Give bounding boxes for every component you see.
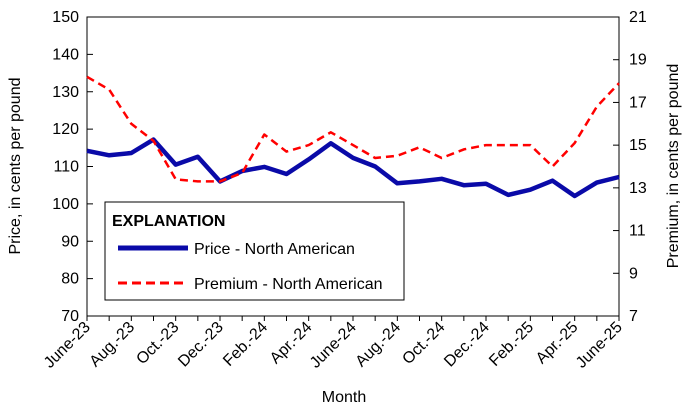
right-tick-label: 19 bbox=[629, 52, 647, 69]
x-tick-label: Aug.-24 bbox=[353, 319, 405, 371]
x-tick-label: June-24 bbox=[307, 319, 360, 372]
left-axis: 70 80 90 100 110 120 130 140 150 bbox=[52, 9, 93, 325]
right-tick-label: 9 bbox=[629, 265, 638, 282]
x-tick-label: Dec.-24 bbox=[441, 319, 493, 371]
right-axis: 7 9 11 13 15 17 19 21 bbox=[613, 9, 647, 325]
legend: EXPLANATION Price - North American Premi… bbox=[104, 201, 405, 301]
right-tick-label: 15 bbox=[629, 137, 647, 154]
right-tick-label: 17 bbox=[629, 94, 647, 111]
x-tick-label: Feb.-25 bbox=[486, 319, 537, 370]
series-line-premium bbox=[86, 75, 620, 183]
x-axis-title: Month bbox=[322, 389, 366, 406]
legend-label-price: Price - North American bbox=[194, 241, 355, 258]
right-tick-label: 13 bbox=[629, 180, 647, 197]
left-tick-label: 130 bbox=[52, 84, 79, 101]
y-axis-title-left: Price, in cents per pound bbox=[7, 78, 24, 255]
left-tick-label: 80 bbox=[61, 271, 79, 288]
left-tick-label: 70 bbox=[61, 308, 79, 325]
left-tick-label: 150 bbox=[52, 9, 79, 26]
x-tick-label: Aug.-23 bbox=[87, 319, 139, 371]
x-tick-label: Dec.-23 bbox=[175, 319, 227, 371]
x-tick-label: Feb.-24 bbox=[220, 319, 271, 370]
right-tick-label: 21 bbox=[629, 9, 647, 26]
y-axis-title-right: Premium, in cents per pound bbox=[665, 64, 682, 269]
x-tick-label: Oct.-23 bbox=[133, 319, 182, 368]
legend-label-premium: Premium - North American bbox=[194, 276, 383, 293]
left-tick-label: 110 bbox=[53, 159, 79, 176]
left-tick-label: 140 bbox=[52, 46, 79, 63]
right-tick-label: 7 bbox=[629, 308, 638, 325]
series-layer bbox=[86, 75, 620, 199]
x-tick-label: Oct.-24 bbox=[399, 319, 448, 368]
x-axis: June-23Aug.-23Oct.-23Dec.-23Feb.-24Apr.-… bbox=[41, 316, 626, 372]
right-tick-label: 11 bbox=[629, 223, 646, 240]
left-tick-label: 120 bbox=[52, 121, 79, 138]
x-tick-label: June-25 bbox=[573, 319, 626, 372]
x-tick-label: June-23 bbox=[41, 319, 94, 372]
left-tick-label: 90 bbox=[61, 233, 79, 250]
series-line-price bbox=[86, 137, 620, 199]
legend-title: EXPLANATION bbox=[112, 213, 225, 230]
left-tick-label: 100 bbox=[52, 196, 79, 213]
